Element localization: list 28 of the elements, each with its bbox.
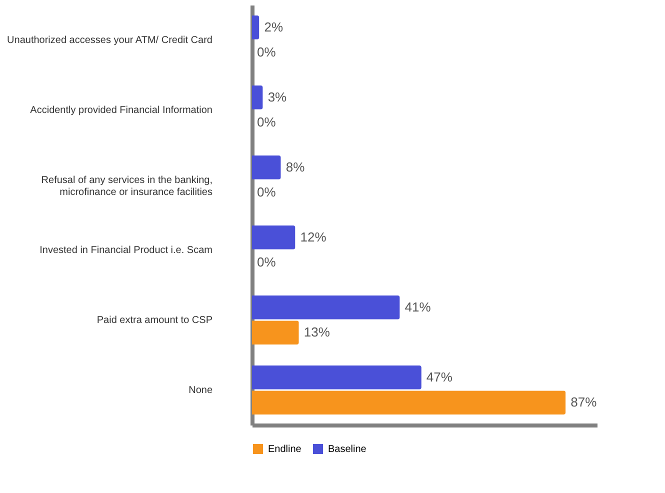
data-label: 12% [300, 229, 327, 244]
data-label: 8% [286, 159, 306, 174]
y-tick-label: Refusal of any services in the banking, microfinance or insurance facilities [41, 175, 212, 198]
bar [252, 226, 296, 250]
bar [252, 320, 299, 344]
data-label: 3% [268, 89, 288, 104]
data-label: 0% [257, 254, 276, 270]
bar [252, 16, 260, 40]
data-label: 41% [404, 299, 432, 314]
y-tick-label: Invested in Financial Product i.e. Scam [40, 245, 212, 256]
data-label: 0% [257, 44, 276, 60]
legend-label: Baseline [328, 444, 367, 455]
y-tick-label: Paid extra amount to CSP [96, 315, 213, 326]
data-label: 0% [257, 114, 276, 130]
bar [252, 390, 566, 414]
data-label: 13% [304, 324, 330, 340]
data-label: 2% [264, 19, 284, 34]
bar [252, 366, 422, 390]
data-label: 47% [426, 369, 453, 384]
data-label: 0% [257, 184, 276, 200]
y-tick-label: Unauthorized accesses your ATM/ Credit Card [7, 35, 212, 46]
data-label: 87% [570, 394, 598, 410]
bar [252, 86, 263, 110]
y-tick-label: None [188, 385, 213, 396]
bar [252, 296, 400, 320]
legend-label: Endline [268, 444, 302, 455]
bar [252, 156, 281, 180]
y-tick-label: Accidently provided Financial Information [30, 105, 212, 116]
